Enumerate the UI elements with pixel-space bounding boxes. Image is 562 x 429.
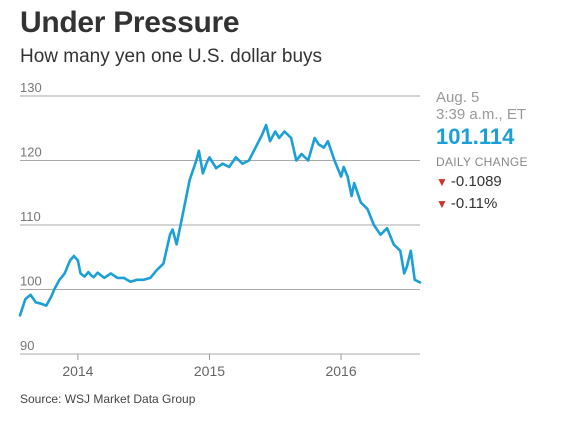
daily-change-absolute-value: -0.1089 xyxy=(450,173,502,190)
daily-change-absolute: ▼ -0.1089 xyxy=(436,173,528,191)
y-tick-label: 130 xyxy=(20,80,42,95)
x-tick-label: 2015 xyxy=(194,363,225,379)
x-tick-label: 2014 xyxy=(62,363,93,379)
x-tick-label: 2016 xyxy=(325,363,356,379)
daily-change-label: DAILY CHANGE xyxy=(436,155,528,169)
quote-time: 3:39 a.m., ET xyxy=(436,106,527,123)
y-tick-label: 90 xyxy=(20,338,34,353)
quote-value: 101.114 xyxy=(436,124,515,149)
daily-change-percent: ▼ -0.11% xyxy=(436,195,528,213)
chart-subtitle: How many yen one U.S. dollar buys xyxy=(20,46,323,67)
quote-date: Aug. 5 xyxy=(436,89,480,106)
down-triangle-icon: ▼ xyxy=(436,175,448,189)
chart-title: Under Pressure xyxy=(20,6,240,39)
y-tick-label: 110 xyxy=(20,209,41,224)
series-line xyxy=(18,123,422,317)
y-tick-label: 100 xyxy=(20,274,42,289)
y-tick-label: 120 xyxy=(20,145,42,160)
daily-change-percent-value: -0.11% xyxy=(450,195,498,212)
source-note: Source: WSJ Market Data Group xyxy=(20,392,196,406)
latest-quote-panel: Aug. 5 3:39 a.m., ET 101.114 DAILY CHANG… xyxy=(436,89,528,213)
down-triangle-icon: ▼ xyxy=(436,197,448,211)
